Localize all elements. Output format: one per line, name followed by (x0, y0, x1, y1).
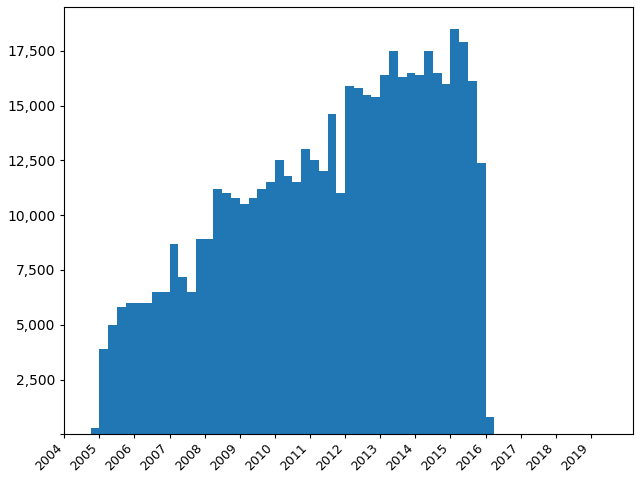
Bar (214, 189, 222, 434)
Bar (380, 75, 389, 434)
Bar (257, 189, 266, 434)
Bar (117, 307, 125, 434)
Bar (477, 163, 486, 434)
Bar (275, 160, 284, 434)
Bar (460, 42, 468, 434)
Bar (442, 84, 451, 434)
Bar (389, 51, 398, 434)
Bar (134, 303, 143, 434)
Bar (354, 88, 363, 434)
Bar (363, 95, 371, 434)
Bar (415, 75, 424, 434)
Bar (371, 97, 380, 434)
Bar (284, 176, 292, 434)
Bar (125, 303, 134, 434)
Bar (433, 72, 442, 434)
Bar (266, 182, 275, 434)
Bar (345, 86, 354, 434)
Bar (310, 160, 319, 434)
Bar (398, 77, 406, 434)
Bar (451, 29, 460, 434)
Bar (152, 292, 161, 434)
Bar (187, 292, 196, 434)
Bar (337, 193, 345, 434)
Bar (468, 82, 477, 434)
Bar (319, 171, 328, 434)
Bar (196, 240, 205, 434)
Bar (424, 51, 433, 434)
Bar (170, 244, 179, 434)
Bar (222, 193, 231, 434)
Bar (240, 204, 248, 434)
Bar (108, 325, 117, 434)
Bar (328, 114, 337, 434)
Bar (486, 417, 494, 434)
Bar (90, 428, 99, 434)
Bar (205, 240, 214, 434)
Bar (179, 276, 187, 434)
Bar (406, 72, 415, 434)
Bar (248, 198, 257, 434)
Bar (143, 303, 152, 434)
Bar (231, 198, 240, 434)
Bar (292, 182, 301, 434)
Bar (161, 292, 170, 434)
Bar (301, 149, 310, 434)
Bar (99, 349, 108, 434)
